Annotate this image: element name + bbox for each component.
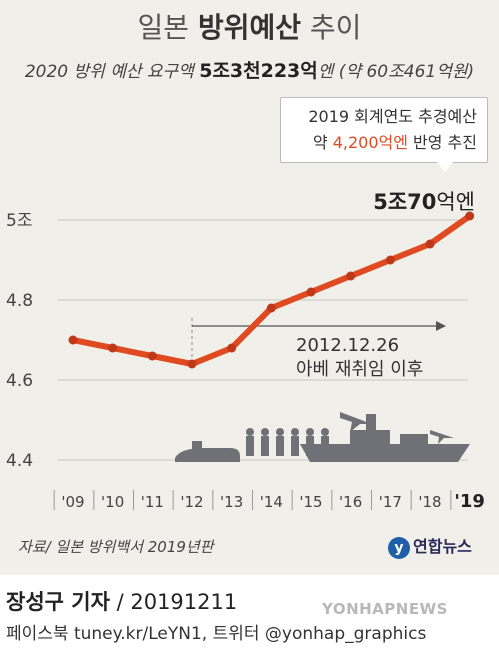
x-tick-label: '13 — [220, 493, 243, 511]
y-tick-label: 4.6 — [6, 371, 33, 391]
x-tick-label: '14 — [260, 493, 283, 511]
y-tick-label: 5조 — [6, 211, 32, 231]
military-silhouette-art — [175, 412, 470, 462]
x-tick-label: '09 — [61, 493, 84, 511]
fighter-jet-small-icon — [430, 430, 454, 444]
callout-box: 2019 회계연도 추경예산 약 4,200억엔 반영 추진 — [280, 97, 488, 163]
chart-svg: 4.4 4.6 4.8 5조 '09 '10 '11 '12 '13 '14 '15 '16 '17 '… — [6, 211, 485, 512]
x-tick-label: '17 — [379, 493, 402, 511]
chart-panel — [0, 0, 499, 575]
final-value-label: 5조70억엔 — [373, 190, 475, 214]
yonhap-logo: y 연합뉴스 — [388, 533, 472, 559]
chart-subtitle: 2020 방위 예산 요구액 5조3천223억엔 (약 60조461억원) — [24, 60, 475, 82]
x-tick-label: '18 — [418, 493, 441, 511]
x-tick-label: '10 — [101, 493, 124, 511]
data-point — [147, 351, 157, 361]
data-point — [108, 343, 118, 353]
event-date: 2012.12.26 — [296, 335, 400, 356]
chart-title: 일본 방위예산 추이 — [137, 11, 362, 44]
fighter-jet-icon — [340, 412, 372, 432]
watermark: YONHAPNEWS — [322, 600, 448, 618]
x-tick-label: '16 — [339, 493, 362, 511]
event-label: 2012.12.26 아베 재취임 이후 — [296, 334, 423, 382]
data-point — [346, 271, 356, 281]
reporter-credit: 장성구 기자 / 20191211 — [6, 590, 238, 614]
submarine-icon — [175, 448, 240, 462]
x-tick-label: '11 — [141, 493, 164, 511]
warship-icon — [300, 444, 470, 462]
callout-line-1: 2019 회계연도 추경예산 — [308, 107, 477, 126]
data-point — [306, 287, 316, 297]
x-tick-label: '15 — [299, 493, 322, 511]
x-tick-label: '12 — [180, 493, 203, 511]
data-point — [187, 359, 197, 369]
y-tick-label: 4.8 — [6, 291, 33, 311]
data-point — [227, 343, 237, 353]
source-note: 자료/ 일본 방위백서 2019년판 — [18, 538, 214, 556]
callout-line-2: 약 4,200억엔 반영 추진 — [312, 133, 477, 152]
event-arrowhead — [436, 321, 446, 331]
data-point — [465, 211, 475, 221]
submarine-tower-icon — [192, 441, 202, 449]
data-point — [385, 255, 395, 265]
x-tick-label: '19 — [454, 491, 485, 512]
yonhap-logo-icon: y — [388, 536, 410, 559]
social-links: 페이스북 tuney.kr/LeYN1, 트위터 @yonhap_graphic… — [6, 624, 427, 644]
data-point — [425, 239, 435, 249]
data-point — [68, 335, 78, 345]
event-text: 아베 재취임 이후 — [296, 359, 424, 380]
callout-tail — [437, 162, 453, 172]
data-point — [266, 303, 276, 313]
y-tick-label: 4.4 — [6, 451, 33, 471]
